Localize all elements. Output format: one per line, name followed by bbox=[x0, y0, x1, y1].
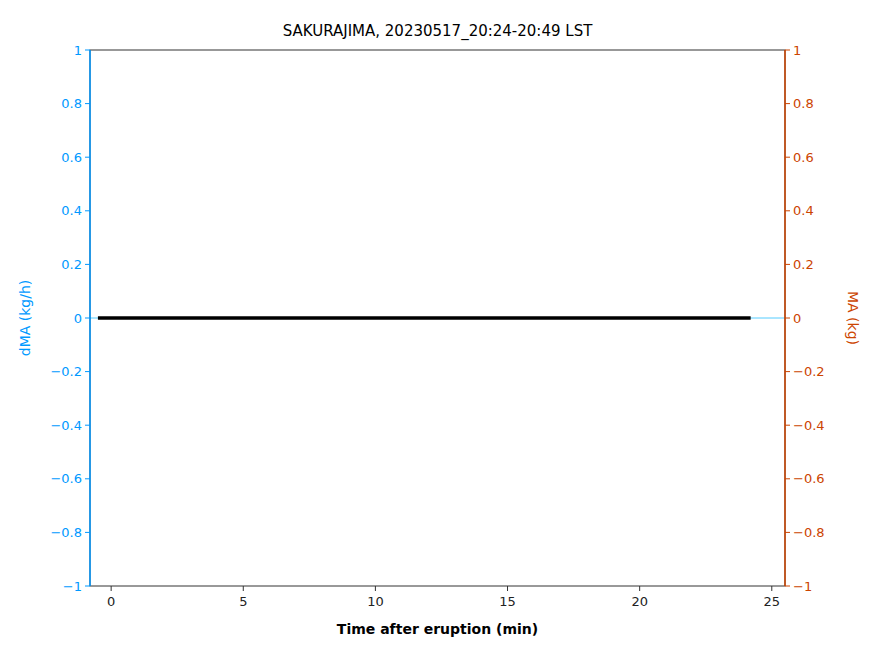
y-tick bbox=[85, 371, 90, 372]
y2-tick-label: 0.6 bbox=[793, 150, 814, 165]
y2-tick-label: 0.8 bbox=[793, 96, 814, 111]
x-tick-label: 25 bbox=[764, 594, 781, 609]
y-tick-label: 1 bbox=[74, 43, 82, 58]
x-tick-label: 20 bbox=[631, 594, 648, 609]
y-tick-label: −0.2 bbox=[50, 364, 82, 379]
y2-tick bbox=[785, 157, 790, 158]
y2-tick bbox=[785, 425, 790, 426]
y-tick-label: −0.4 bbox=[50, 418, 82, 433]
y-tick-label: 0.4 bbox=[61, 203, 82, 218]
plot-frame bbox=[90, 50, 785, 586]
y-tick bbox=[85, 318, 90, 319]
x-tick-label: 10 bbox=[367, 594, 384, 609]
x-tick bbox=[111, 586, 112, 591]
y2-tick bbox=[785, 318, 790, 319]
y-tick-label: −0.8 bbox=[50, 525, 82, 540]
y-tick-label: 0.6 bbox=[61, 150, 82, 165]
x-tick-label: 0 bbox=[107, 594, 115, 609]
y2-tick-label: −0.6 bbox=[793, 471, 825, 486]
y2-tick bbox=[785, 103, 790, 104]
background bbox=[0, 0, 875, 656]
y-tick bbox=[85, 264, 90, 265]
y2-tick bbox=[785, 478, 790, 479]
reference-line bbox=[90, 318, 785, 319]
title: SAKURAJIMA, 20230517_20:24-20:49 LST bbox=[283, 22, 593, 41]
x-tick bbox=[507, 586, 508, 591]
y2-tick bbox=[785, 532, 790, 533]
y2-tick-label: −0.8 bbox=[793, 525, 825, 540]
y-tick bbox=[85, 103, 90, 104]
y2-tick bbox=[785, 371, 790, 372]
y-tick bbox=[85, 210, 90, 211]
y-tick bbox=[85, 478, 90, 479]
y2-tick bbox=[785, 586, 790, 587]
y-tick bbox=[85, 425, 90, 426]
x-tick bbox=[639, 586, 640, 591]
y2-tick-label: −0.4 bbox=[793, 418, 825, 433]
y2-tick-label: 0.2 bbox=[793, 257, 814, 272]
x-tick bbox=[375, 586, 376, 591]
y-tick bbox=[85, 50, 90, 51]
x-axis-label: Time after eruption (min) bbox=[337, 621, 538, 637]
y-axis-label: dMA (kg/h) bbox=[17, 280, 33, 357]
y2-tick-label: −0.2 bbox=[793, 364, 825, 379]
y-tick-label: 0 bbox=[74, 311, 82, 326]
y-tick-label: 0.2 bbox=[61, 257, 82, 272]
x-tick-label: 15 bbox=[499, 594, 516, 609]
y-tick-label: −1 bbox=[63, 579, 82, 594]
x-tick bbox=[771, 586, 772, 591]
y2-tick-label: 0 bbox=[793, 311, 801, 326]
y2-axis-label: MA (kg) bbox=[845, 291, 861, 345]
chart: 0510152025−1−0.8−0.6−0.4−0.200.20.40.60.… bbox=[0, 0, 875, 656]
y2-tick bbox=[785, 50, 790, 51]
y2-tick bbox=[785, 210, 790, 211]
y-tick bbox=[85, 586, 90, 587]
y-tick-label: −0.6 bbox=[50, 471, 82, 486]
y2-tick-label: 0.4 bbox=[793, 203, 814, 218]
y-tick bbox=[85, 532, 90, 533]
y-tick bbox=[85, 157, 90, 158]
y2-tick-label: −1 bbox=[793, 579, 812, 594]
x-tick-label: 5 bbox=[239, 594, 247, 609]
y-tick-label: 0.8 bbox=[61, 96, 82, 111]
x-tick bbox=[243, 586, 244, 591]
y2-tick-label: 1 bbox=[793, 43, 801, 58]
plot-area bbox=[90, 318, 785, 319]
data-line bbox=[98, 316, 751, 320]
y2-tick bbox=[785, 264, 790, 265]
